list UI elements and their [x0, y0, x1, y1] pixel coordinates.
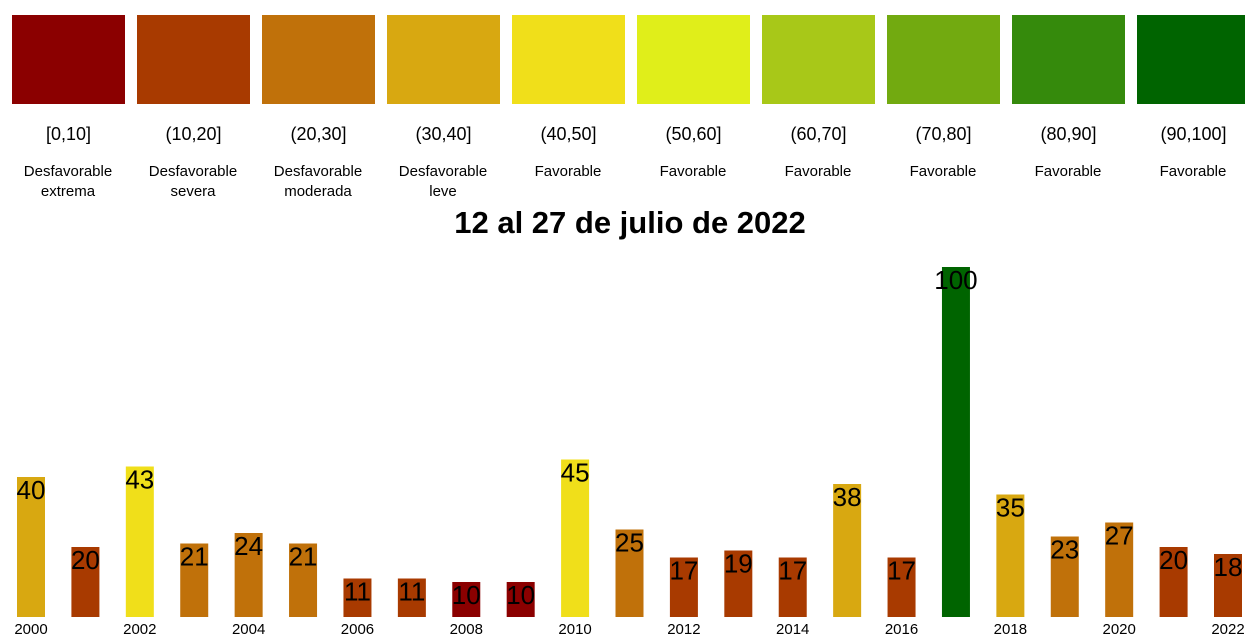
bar [180, 543, 209, 617]
legend-swatch [762, 15, 875, 104]
legend-swatch [887, 15, 1000, 104]
bar [1105, 522, 1134, 617]
bar [669, 557, 698, 617]
legend-range: (30,40] [415, 124, 472, 144]
x-tick-label: 2006 [341, 621, 374, 637]
value-label: 18 [1214, 552, 1243, 582]
bar [724, 550, 753, 617]
value-label: 35 [996, 492, 1025, 522]
legend-label: Desfavorable moderada [273, 163, 363, 200]
legend-label: Favorable [909, 163, 977, 180]
legend-swatch [12, 15, 125, 104]
bar [1050, 536, 1079, 617]
legend-swatch [637, 15, 750, 104]
value-label: 10 [452, 580, 481, 610]
value-label: 45 [561, 457, 590, 487]
legend-range: (10,20] [165, 124, 222, 144]
value-label: 40 [17, 475, 46, 505]
legend-range: (40,50] [540, 124, 597, 144]
x-tick-label: 2002 [123, 621, 156, 637]
value-label: 19 [724, 548, 753, 578]
value-label: 11 [344, 576, 371, 606]
bar [343, 578, 372, 617]
bar [996, 494, 1025, 617]
x-tick-label: 2004 [232, 621, 265, 637]
legend-range: [0,10] [45, 124, 92, 144]
value-label: 24 [234, 531, 263, 561]
value-label: 23 [1050, 534, 1079, 564]
legend-swatch [1137, 15, 1245, 104]
value-label: 10 [506, 580, 535, 610]
legend-range: (70,80] [915, 124, 972, 144]
bar [615, 529, 644, 617]
value-label: 21 [289, 541, 318, 571]
x-tick-label: 2008 [450, 621, 483, 637]
chart-title: 12 al 27 de julio de 2022 [454, 205, 806, 240]
value-label: 21 [180, 541, 209, 571]
x-tick-label: 2010 [558, 621, 591, 637]
legend-label: Desfavorable severa [148, 163, 238, 200]
legend-range: (90,100] [1160, 124, 1227, 144]
bar [887, 557, 916, 617]
legend-label: Favorable [784, 163, 852, 180]
bar [397, 578, 426, 617]
legend-label: Desfavorable leve [398, 163, 488, 200]
value-label: 100 [934, 265, 977, 295]
legend-range: (80,90] [1040, 124, 1097, 144]
value-label: 25 [615, 527, 644, 557]
legend-label: Favorable [534, 163, 602, 180]
x-tick-label: 2000 [14, 621, 47, 637]
legend-label: Favorable [1159, 163, 1227, 180]
value-label: 43 [125, 464, 154, 494]
bar [1159, 547, 1188, 617]
value-label: 17 [669, 555, 698, 585]
bar [941, 267, 970, 617]
x-tick-label: 2014 [776, 621, 809, 637]
bar [17, 477, 45, 617]
bar [561, 459, 590, 617]
legend-swatch [387, 15, 500, 104]
x-tick-label: 2016 [885, 621, 918, 637]
bar [506, 582, 535, 617]
legend-swatch [512, 15, 625, 104]
x-tick-label: 2022 [1211, 621, 1244, 637]
legend-range: (20,30] [290, 124, 347, 144]
bar [1214, 554, 1242, 617]
legend-label: Favorable [1034, 163, 1102, 180]
x-tick-label: 2018 [994, 621, 1027, 637]
value-label: 11 [398, 576, 425, 606]
legend-swatch [262, 15, 375, 104]
bar [289, 543, 318, 617]
bar [234, 533, 263, 617]
value-label: 27 [1105, 520, 1134, 550]
x-tick-label: 2012 [667, 621, 700, 637]
legend-range: (60,70] [790, 124, 847, 144]
legend-swatch [137, 15, 250, 104]
bar [452, 582, 481, 617]
value-label: 20 [1159, 545, 1188, 575]
x-tick-label: 2020 [1102, 621, 1135, 637]
bar [833, 484, 862, 617]
value-label: 38 [833, 482, 862, 512]
legend-label: Favorable [659, 163, 727, 180]
bar [71, 547, 100, 617]
value-label: 17 [778, 555, 807, 585]
legend-range: (50,60] [665, 124, 722, 144]
value-label: 20 [71, 545, 100, 575]
value-label: 17 [887, 555, 916, 585]
bar [778, 557, 807, 617]
bar [125, 466, 154, 617]
legend-swatch [1012, 15, 1125, 104]
legend-label: Desfavorable extrema [23, 163, 113, 200]
